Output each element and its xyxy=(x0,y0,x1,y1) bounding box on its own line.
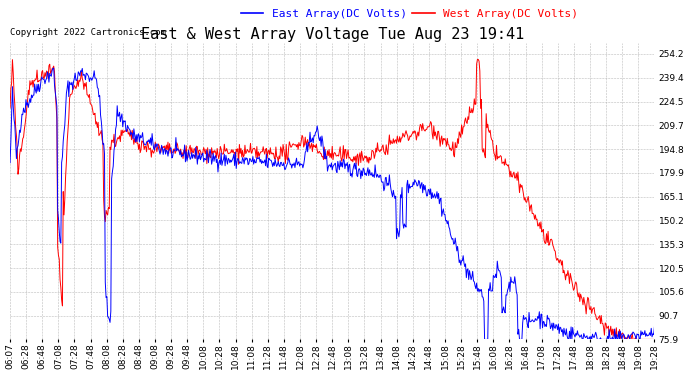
Legend: East Array(DC Volts), West Array(DC Volts): East Array(DC Volts), West Array(DC Volt… xyxy=(236,4,583,24)
Text: Copyright 2022 Cartronics.com: Copyright 2022 Cartronics.com xyxy=(10,28,166,37)
Title: East & West Array Voltage Tue Aug 23 19:41: East & West Array Voltage Tue Aug 23 19:… xyxy=(141,27,524,42)
